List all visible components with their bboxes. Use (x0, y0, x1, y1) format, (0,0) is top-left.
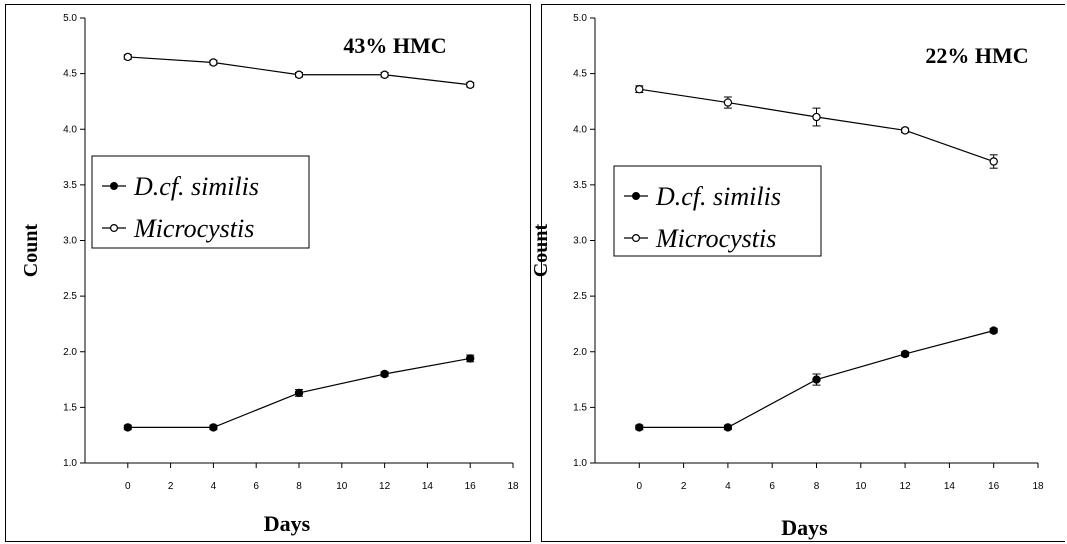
y-tick-label: 1.5 (573, 402, 587, 413)
x-tick-label: 12 (379, 481, 391, 492)
x-tick-label: 18 (1032, 481, 1044, 492)
data-point (123, 423, 133, 432)
x-tick-label: 4 (211, 481, 217, 492)
y-tick-label: 4.0 (573, 124, 587, 135)
data-point (294, 388, 304, 398)
data-point (812, 112, 821, 122)
x-tick-label: 14 (422, 481, 434, 492)
data-point (123, 52, 133, 62)
y-tick-label: 1.5 (63, 402, 77, 413)
y-tick-label: 3.5 (573, 180, 587, 191)
x-tick-label: 12 (900, 481, 912, 492)
x-tick-label: 6 (253, 481, 259, 492)
x-tick-label: 2 (681, 481, 687, 492)
legend-box (91, 155, 310, 249)
panel-43-hmc-frame (5, 4, 531, 542)
data-point (209, 423, 218, 432)
data-point (294, 70, 304, 79)
y-tick-label: 2.5 (63, 291, 77, 302)
panel-22-hmc-frame (541, 4, 1065, 542)
data-point (380, 70, 389, 79)
x-tick-label: 8 (296, 481, 302, 492)
y-tick-label: 2.5 (573, 291, 587, 302)
y-tick-label: 4.0 (63, 124, 77, 135)
series-2 (123, 52, 475, 89)
data-point (635, 84, 644, 94)
chart-title: 22% HMC (925, 43, 1028, 68)
y-tick-label: 3.0 (63, 236, 77, 247)
x-tick-label: 16 (988, 481, 1000, 492)
data-point (900, 349, 910, 359)
data-point (900, 126, 910, 135)
x-tick-label: 10 (855, 481, 867, 492)
legend-label: Microcystis (655, 224, 776, 253)
x-tick-label: 0 (637, 481, 643, 492)
x-tick-label: 16 (465, 481, 477, 492)
data-point (723, 98, 733, 107)
legend-label: D.cf. similis (655, 182, 781, 211)
legend: D.cf. similis Microcystis (613, 165, 822, 257)
chart-title: 43% HMC (343, 33, 446, 58)
y-tick-label: 5.0 (63, 13, 77, 24)
chart-panel-1: 1.0 1.5 2.0 2.5 3.0 3.5 4.0 4.5 5.0 0 2 4 6 8 10 12 14 16… (20, 13, 519, 536)
y-tick-label: 1.0 (573, 458, 587, 469)
data-point (812, 375, 821, 384)
y-tick-label: 5.0 (573, 13, 587, 24)
x-tick-label: 14 (944, 481, 956, 492)
legend-marker (631, 234, 640, 243)
data-point (466, 354, 475, 363)
series-1 (123, 354, 475, 432)
legend-label: Microcystis (133, 214, 254, 243)
x-tick-label: 10 (336, 481, 348, 492)
y-tick-label: 2.0 (573, 347, 587, 358)
x-tick-label: 4 (725, 481, 731, 492)
y-tick-label: 3.0 (573, 236, 587, 247)
data-point (209, 58, 218, 67)
y-tick-label: 3.5 (63, 180, 77, 191)
data-point (723, 423, 733, 432)
data-point (466, 80, 475, 89)
y-axis-title: Count (20, 223, 42, 277)
legend: D.cf. similis Microcystis (91, 155, 310, 249)
data-point (635, 423, 644, 432)
chart-panel-2: 1.0 1.5 2.0 2.5 3.0 3.5 4.0 4.5 5.0 0 2 4 6 8 10 12 14 16… (530, 13, 1044, 540)
series-2 (635, 84, 998, 169)
legend-box (613, 165, 822, 257)
y-axis-title: Count (530, 223, 552, 277)
data-point (989, 326, 998, 335)
y-tick-label: 2.0 (63, 347, 77, 358)
x-tick-label: 2 (168, 481, 174, 492)
y-tick-label: 4.5 (573, 69, 587, 80)
y-tick-label: 4.5 (63, 69, 77, 80)
x-tick-label: 0 (125, 481, 131, 492)
x-axis-title: Days (264, 511, 311, 536)
y-tick-label: 1.0 (63, 458, 77, 469)
x-axis-title: Days (781, 515, 828, 540)
legend-marker (631, 192, 640, 201)
data-point (989, 157, 998, 166)
legend-label: D.cf. similis (133, 172, 259, 201)
legend-marker (109, 182, 118, 191)
x-tick-label: 6 (769, 481, 775, 492)
x-tick-label: 8 (814, 481, 820, 492)
series-1 (635, 326, 998, 432)
legend-marker (109, 224, 118, 233)
data-point (380, 369, 389, 379)
x-tick-label: 18 (507, 481, 519, 492)
